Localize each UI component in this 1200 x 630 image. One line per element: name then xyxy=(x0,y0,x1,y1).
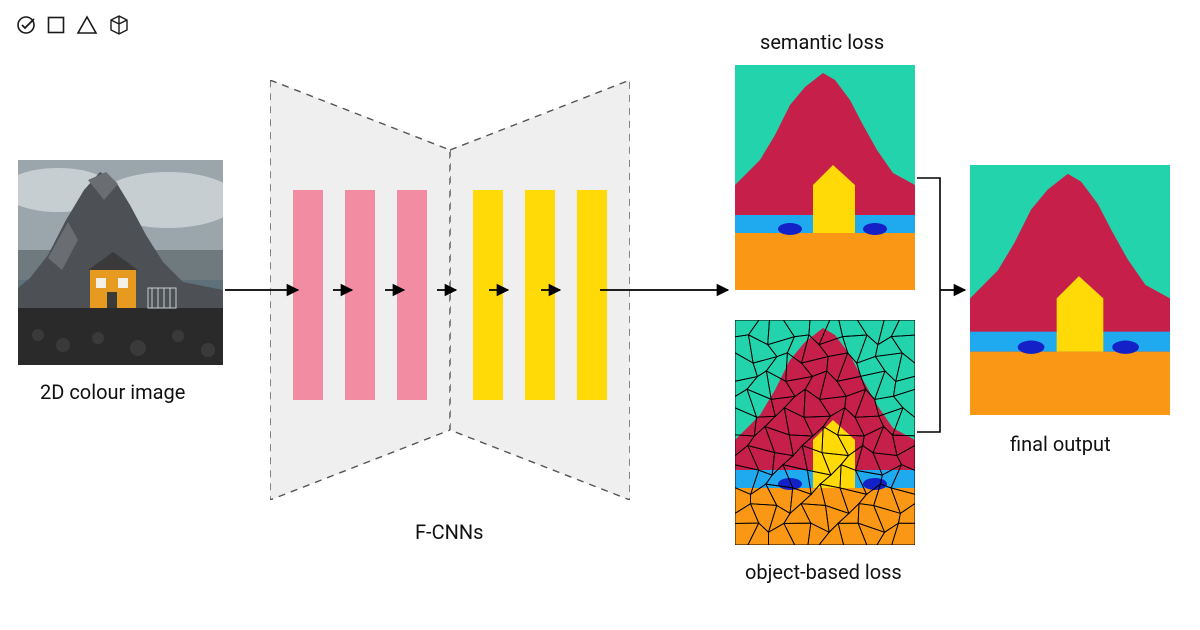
encoder-bars xyxy=(270,180,450,410)
check-circle-icon xyxy=(16,15,36,35)
diagram-stage: 2D colour image F-CNNs semantic loss obj… xyxy=(0,0,1200,630)
encoder-bar xyxy=(345,190,375,400)
encoder-bar xyxy=(397,190,427,400)
decoder-bars xyxy=(450,180,630,410)
triangle-icon xyxy=(76,15,98,35)
decoder-bar xyxy=(525,190,555,400)
semantic-panel xyxy=(735,65,915,290)
output-panel xyxy=(970,165,1170,415)
object-panel xyxy=(735,320,915,545)
semantic-label: semantic loss xyxy=(760,30,884,54)
decoder-trapezoid xyxy=(450,80,630,500)
decoder-bar xyxy=(473,190,503,400)
fcnn-block xyxy=(270,80,630,500)
cube-icon xyxy=(108,14,130,36)
input-image xyxy=(18,160,223,365)
fcnn-label: F-CNNs xyxy=(415,520,483,544)
input-label: 2D colour image xyxy=(40,380,185,404)
decoder-bar xyxy=(577,190,607,400)
encoder-trapezoid xyxy=(270,80,450,500)
square-icon xyxy=(46,15,66,35)
output-label: final output xyxy=(1010,432,1111,456)
encoder-bar xyxy=(293,190,323,400)
toolbar xyxy=(16,14,130,36)
object-label: object-based loss xyxy=(745,560,902,584)
